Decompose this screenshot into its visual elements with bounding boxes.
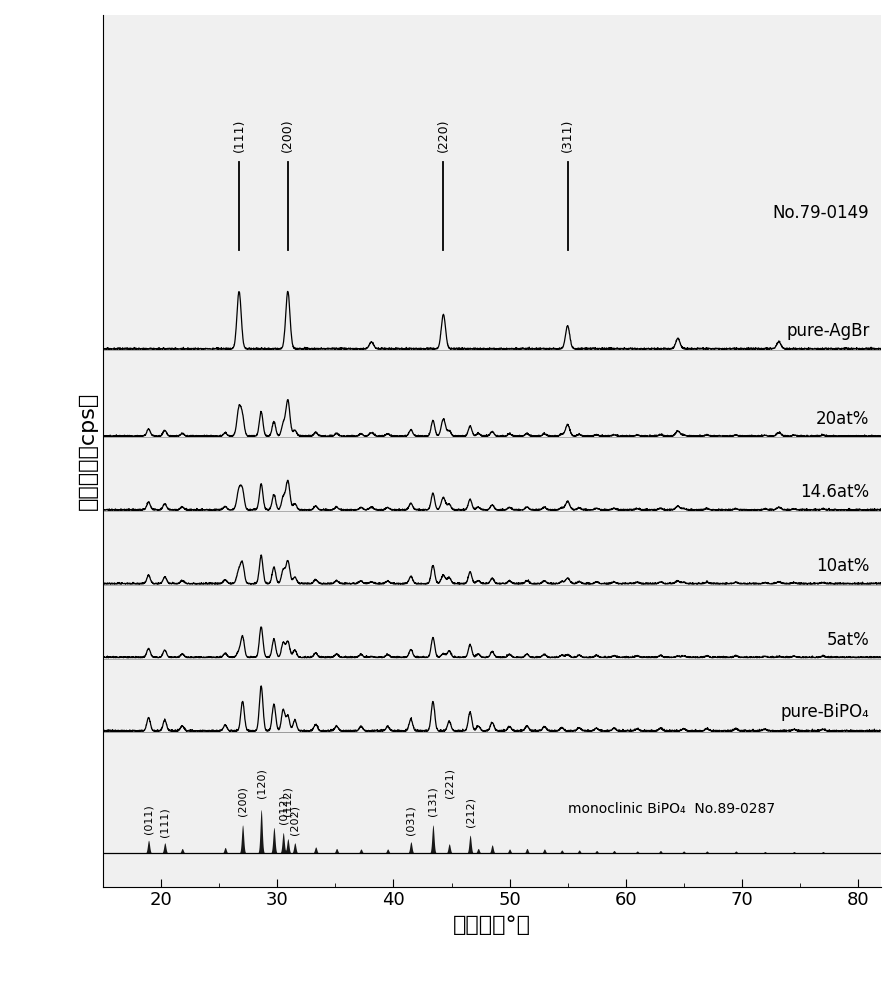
Text: (120): (120) — [256, 769, 266, 798]
Text: pure-AgBr: pure-AgBr — [786, 322, 869, 340]
Text: 14.6at%: 14.6at% — [800, 483, 869, 501]
Text: No.79-0149: No.79-0149 — [772, 204, 869, 222]
Text: (112): (112) — [283, 786, 293, 816]
Text: 10at%: 10at% — [816, 557, 869, 575]
X-axis label: 衍射角（°）: 衍射角（°） — [453, 915, 531, 935]
Text: 20at%: 20at% — [816, 410, 869, 428]
Text: (311): (311) — [561, 119, 574, 152]
Y-axis label: 衍射強度（cps）: 衍射強度（cps） — [78, 392, 98, 510]
Text: (200): (200) — [237, 786, 247, 816]
Text: (111): (111) — [233, 119, 246, 152]
Text: (212): (212) — [465, 797, 475, 827]
Text: 5at%: 5at% — [827, 631, 869, 649]
Text: (111): (111) — [159, 807, 170, 837]
Text: (202): (202) — [289, 805, 300, 835]
Text: (011): (011) — [143, 804, 153, 834]
Text: pure-BiPO₄: pure-BiPO₄ — [780, 703, 869, 721]
Text: (200): (200) — [281, 119, 295, 152]
Text: (220): (220) — [437, 119, 450, 152]
Text: monoclinic BiPO₄  No.89-0287: monoclinic BiPO₄ No.89-0287 — [567, 802, 775, 816]
Text: (031): (031) — [406, 805, 416, 835]
Text: (131): (131) — [428, 786, 438, 816]
Text: (012): (012) — [278, 794, 289, 824]
Text: (221): (221) — [444, 768, 454, 798]
